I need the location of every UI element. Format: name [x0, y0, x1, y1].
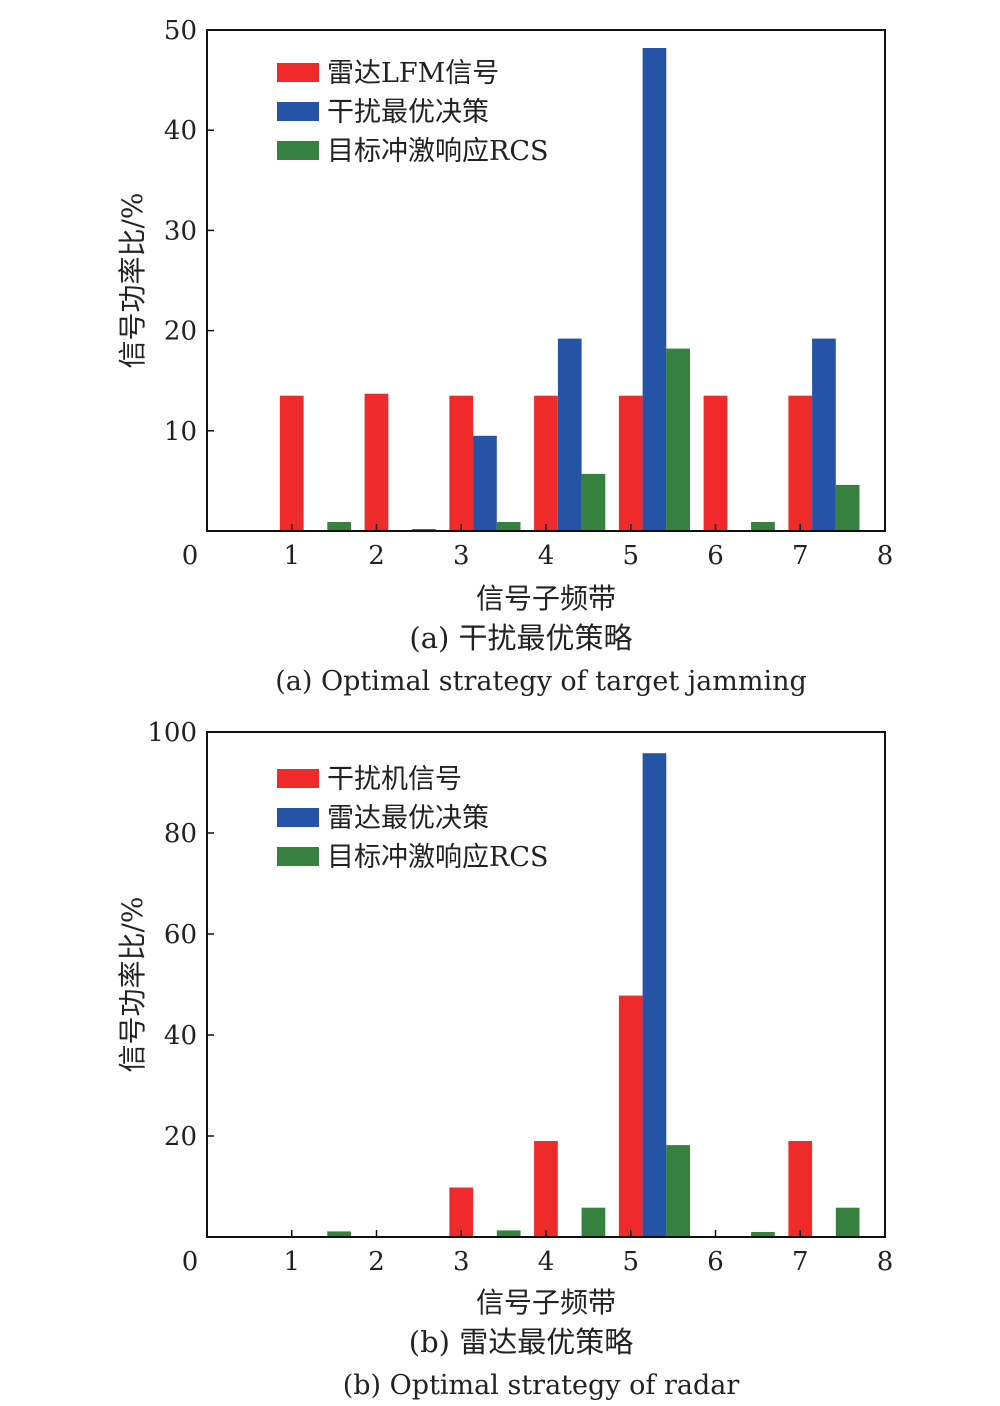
bar-s3-cat5	[666, 348, 690, 531]
y-tick-label: 30	[164, 216, 197, 246]
bar-s1-cat3	[449, 395, 474, 531]
x-tick-label: 0	[182, 541, 199, 571]
legend-swatch	[277, 141, 319, 160]
x-tick-label: 1	[283, 1247, 300, 1277]
chart-a: 0 1 2 3 4 5 6 7 8 10 20 30 40 50 信号子频带 信号功率比/% 雷达LFM信号干扰…	[116, 16, 893, 697]
y-tick-label: 20	[164, 1122, 197, 1152]
bar-s2-cat3	[473, 435, 497, 531]
legend-label: 雷达LFM信号	[327, 58, 499, 89]
x-tick-label: 1	[283, 541, 300, 571]
legend-swatch	[277, 808, 319, 827]
x-axis-label: 信号子频带	[476, 582, 616, 615]
x-tick-label: 4	[538, 541, 555, 571]
caption-chinese: (a) 干扰最优策略	[409, 621, 632, 655]
y-tick-label: 10	[164, 417, 197, 447]
bar-s3-cat6	[751, 1232, 775, 1237]
bar-s1-cat7	[788, 1141, 813, 1237]
x-tick-label: 2	[368, 541, 385, 571]
legend-swatch	[277, 102, 319, 121]
bar-s3-cat1	[327, 1231, 351, 1237]
bar-s3-cat6	[751, 522, 775, 531]
chart-b: 0 1 2 3 4 5 6 7 8 20 40 60 80 100 信号子频带 信号功率比/% 干扰机信号雷达最…	[116, 718, 893, 1401]
x-tick-label: 4	[538, 1247, 555, 1277]
x-tick-label: 5	[622, 541, 639, 571]
y-tick-label: 40	[164, 116, 197, 146]
bar-s3-cat4	[581, 1207, 606, 1237]
y-axis-label: 信号功率比/%	[116, 192, 149, 368]
x-tick-label: 8	[877, 541, 894, 571]
y-tick-label: 100	[147, 718, 197, 748]
x-tick-label: 5	[622, 1247, 639, 1277]
bar-s2-cat5	[642, 753, 667, 1237]
y-axis-label: 信号功率比/%	[116, 896, 149, 1072]
bar-s1-cat5	[618, 395, 643, 531]
x-tick-label: 3	[453, 541, 470, 571]
bar-s1-cat4	[534, 395, 558, 531]
x-tick-label: 8	[877, 1247, 894, 1277]
x-tick-label: 3	[453, 1247, 470, 1277]
bar-s1-cat1	[279, 395, 304, 531]
legend-label: 干扰机信号	[327, 764, 462, 795]
legend-label: 干扰最优决策	[327, 97, 489, 128]
legend-swatch	[277, 63, 319, 82]
caption-english: (b) Optimal strategy of radar	[343, 1370, 740, 1401]
legend-label: 目标冲激响应RCS	[327, 136, 548, 167]
bar-s1-cat6	[703, 395, 728, 531]
bar-s3-cat5	[666, 1145, 690, 1237]
y-tick-label: 50	[164, 16, 197, 46]
bar-s3-cat4	[581, 473, 606, 531]
bar-s1-cat7	[788, 395, 813, 531]
x-tick-label: 7	[792, 1247, 809, 1277]
bar-s1-cat5	[618, 995, 643, 1237]
y-tick-label: 20	[164, 317, 197, 347]
x-tick-label: 7	[792, 541, 809, 571]
y-tick-label: 40	[164, 1021, 197, 1051]
bar-s3-cat3	[496, 1230, 521, 1237]
x-axis-label: 信号子频带	[476, 1286, 616, 1319]
bar-s3-cat7	[835, 1207, 860, 1237]
bar-s2-cat5	[642, 48, 667, 531]
x-tick-label: 6	[707, 541, 724, 571]
x-tick-label: 6	[707, 1247, 724, 1277]
caption-chinese: (b) 雷达最优策略	[409, 1325, 633, 1359]
bar-s3-cat7	[835, 484, 860, 531]
x-tick-label: 0	[182, 1247, 199, 1277]
legend-swatch	[277, 847, 319, 866]
bar-s3-cat1	[327, 522, 351, 531]
bar-s3-cat3	[496, 522, 521, 531]
bar-s1-cat3	[449, 1187, 474, 1237]
y-tick-label: 80	[164, 819, 197, 849]
legend-swatch	[277, 769, 319, 788]
bar-s1-cat2	[364, 393, 389, 531]
bar-s1-cat4	[534, 1141, 558, 1237]
y-tick-label: 60	[164, 920, 197, 950]
x-tick-label: 2	[368, 1247, 385, 1277]
bar-s2-cat7	[812, 338, 836, 531]
bar-s2-cat4	[557, 338, 582, 531]
legend-label: 目标冲激响应RCS	[327, 842, 548, 873]
caption-english: (a) Optimal strategy of target jamming	[275, 666, 807, 697]
legend-label: 雷达最优决策	[327, 803, 489, 834]
